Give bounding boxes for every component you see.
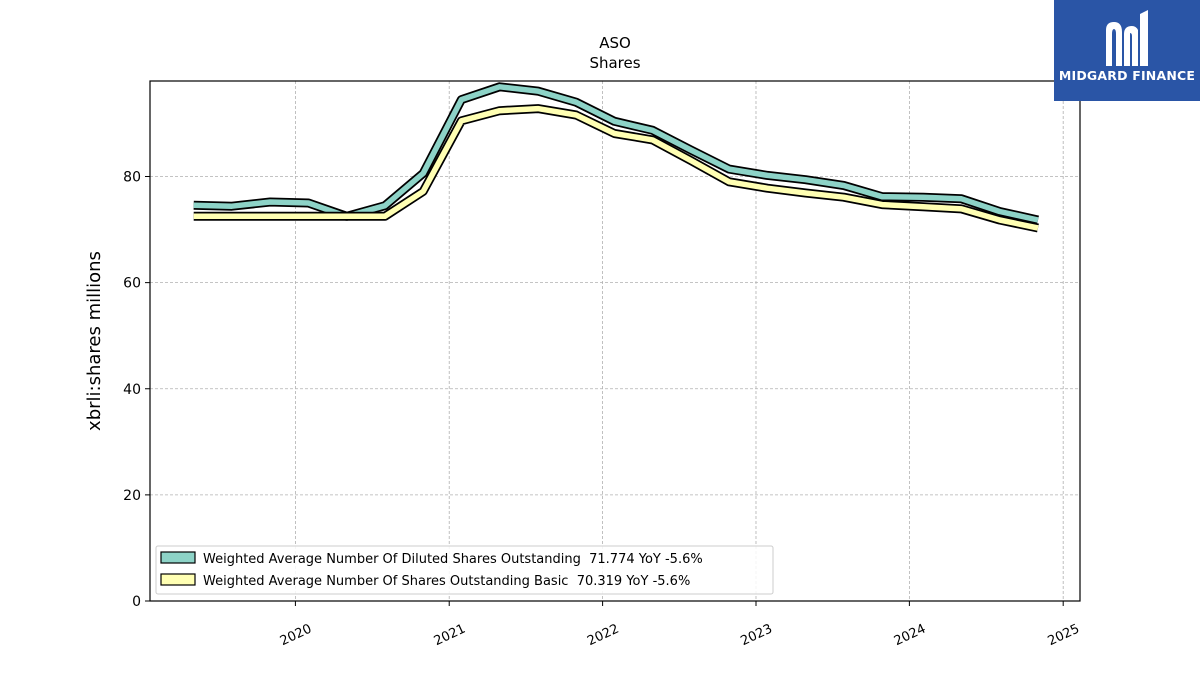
chart-subtitle: Shares: [589, 54, 640, 72]
brand-name: MIDGARD FINANCE: [1058, 68, 1196, 83]
y-tick-label: 40: [123, 382, 141, 398]
legend-swatch-diluted: [160, 551, 196, 564]
legend-label-basic: Weighted Average Number Of Shares Outsta…: [203, 574, 690, 589]
chart-title: ASO: [599, 34, 631, 52]
x-axis: 2020 2021 2022 2023 2024 2025: [278, 601, 1082, 649]
y-tick-label: 60: [123, 276, 141, 292]
y-tick-label: 80: [123, 170, 141, 186]
y-tick-label: 20: [123, 488, 141, 504]
x-tick-label: 2020: [278, 622, 314, 650]
x-tick-label: 2024: [892, 622, 928, 650]
series-line-basic: [193, 105, 1039, 231]
y-tick-label: 0: [132, 594, 141, 610]
x-tick-label: 2021: [432, 622, 468, 650]
legend: Weighted Average Number Of Diluted Share…: [155, 545, 774, 595]
plot-frame: [149, 80, 1081, 602]
x-tick-label: 2025: [1046, 622, 1082, 650]
midgard-m-logo-icon: [1106, 10, 1148, 66]
grid-layer: [150, 81, 1080, 602]
y-axis: 0 20 40 60 80: [123, 170, 150, 610]
y-axis-label: xbrli:shares millions: [84, 251, 105, 431]
x-tick-label: 2023: [738, 622, 774, 650]
series-line-diluted-outline: [193, 82, 1039, 225]
brand-logo: MIDGARD FINANCE: [1054, 0, 1200, 101]
x-tick-label: 2022: [585, 622, 621, 650]
series-layer: [193, 82, 1039, 233]
legend-label-diluted: Weighted Average Number Of Diluted Share…: [203, 552, 703, 567]
legend-box: [155, 545, 774, 595]
legend-swatch-basic: [160, 573, 196, 586]
